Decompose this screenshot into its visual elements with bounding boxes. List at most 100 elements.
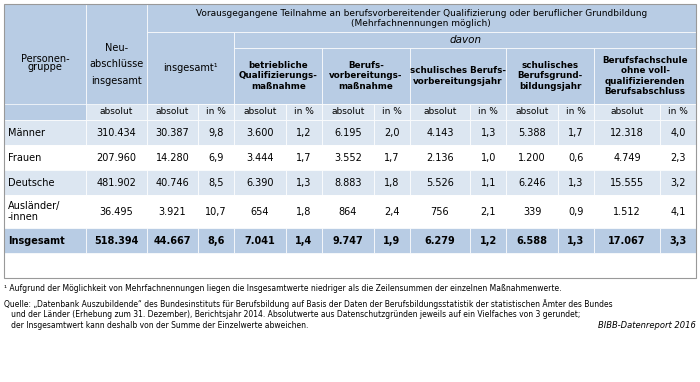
Text: 4.749: 4.749 [613,152,641,163]
Bar [506,48,594,104]
Bar [470,145,506,170]
Text: 1,1: 1,1 [480,178,496,188]
Bar [286,145,322,170]
Text: 310.434: 310.434 [97,128,136,138]
Bar [234,195,286,228]
Bar [506,120,558,145]
Text: 2,0: 2,0 [384,128,400,138]
Bar [146,104,198,120]
Text: absolut: absolut [244,107,276,117]
Bar [558,228,594,253]
Bar [286,195,322,228]
Text: schulisches Berufs-
vorbereitungsjahr: schulisches Berufs- vorbereitungsjahr [410,66,506,86]
Bar [146,145,198,170]
Bar [4,4,86,120]
Bar [410,145,470,170]
Text: 339: 339 [523,207,541,217]
Bar [146,4,696,32]
Text: 3,2: 3,2 [670,178,686,188]
Bar [506,170,558,195]
Bar [286,104,322,120]
Bar [558,195,594,228]
Bar [234,48,322,104]
Bar [660,104,696,120]
Bar [660,170,696,195]
Text: 1,3: 1,3 [567,236,584,246]
Text: 6,9: 6,9 [209,152,224,163]
Text: absolut: absolut [610,107,643,117]
Text: Frauen: Frauen [8,152,41,163]
Text: 8,5: 8,5 [209,178,224,188]
Bar [660,145,696,170]
Text: 3.600: 3.600 [246,128,274,138]
Text: Ausländer/
-innen: Ausländer/ -innen [8,201,60,222]
Bar [410,195,470,228]
Bar [660,228,696,253]
Text: ¹ Aufgrund der Möglichkeit von Mehrfachnennungen liegen die Insgesamtwerte niedr: ¹ Aufgrund der Möglichkeit von Mehrfachn… [4,284,561,293]
Text: und der Länder (Erhebung zum 31. Dezember), Berichtsjahr 2014. Absolutwerte aus : und der Länder (Erhebung zum 31. Dezembe… [4,311,580,319]
Text: 2.136: 2.136 [426,152,454,163]
Text: 1,0: 1,0 [480,152,496,163]
Text: Berufsfachschule
ohne voll-
qualifizierenden
Berufsabschluss: Berufsfachschule ohne voll- qualifiziere… [602,56,688,96]
Text: 40.746: 40.746 [155,178,189,188]
Text: 1.512: 1.512 [613,207,641,217]
Text: 2,1: 2,1 [480,207,496,217]
Text: betriebliche
Qualifizierungs-
maßnahme: betriebliche Qualifizierungs- maßnahme [239,61,318,91]
Text: 4,0: 4,0 [670,128,685,138]
Text: insgesamt¹: insgesamt¹ [163,63,218,73]
Text: 864: 864 [339,207,357,217]
Bar [4,104,86,120]
Bar [146,32,234,104]
Text: 1,9: 1,9 [383,236,400,246]
Bar [374,228,409,253]
Bar [198,170,235,195]
Text: 0,9: 0,9 [568,207,584,217]
Text: abschlüsse: abschlüsse [90,60,144,70]
Text: absolut: absolut [99,107,133,117]
Bar [410,228,470,253]
Text: 1,4: 1,4 [295,236,313,246]
Bar [558,145,594,170]
Text: 6.246: 6.246 [518,178,546,188]
Text: Neu-: Neu- [105,43,128,53]
Bar [594,228,660,253]
Text: 756: 756 [430,207,449,217]
Text: 3.552: 3.552 [334,152,362,163]
Bar [374,195,409,228]
Bar [234,104,286,120]
Text: 1,8: 1,8 [384,178,400,188]
Bar [506,104,558,120]
Text: absolut: absolut [515,107,549,117]
Text: 3.444: 3.444 [246,152,274,163]
Bar [410,48,506,104]
Text: Insgesamt: Insgesamt [8,236,64,246]
Text: 8.883: 8.883 [334,178,362,188]
Text: davon: davon [449,35,481,45]
Bar [86,170,146,195]
Bar [660,120,696,145]
Text: 5.526: 5.526 [426,178,454,188]
Bar [4,228,86,253]
Bar [558,120,594,145]
Text: Personen-: Personen- [21,54,69,64]
Bar [410,104,470,120]
Bar [86,4,146,120]
Bar [86,228,146,253]
Text: insgesamt: insgesamt [91,76,142,86]
Bar [234,228,286,253]
Text: schulisches
Berufsgrund-
bildungsjahr: schulisches Berufsgrund- bildungsjahr [517,61,583,91]
Bar [86,195,146,228]
Bar [410,170,470,195]
Text: Männer: Männer [8,128,45,138]
Bar [286,120,322,145]
Bar [470,104,506,120]
Text: absolut: absolut [155,107,189,117]
Text: der Insgesamtwert kann deshalb von der Summe der Einzelwerte abweichen.: der Insgesamtwert kann deshalb von der S… [4,321,309,330]
Bar [86,145,146,170]
Text: 207.960: 207.960 [97,152,136,163]
Text: 1,2: 1,2 [480,236,497,246]
Bar [594,120,660,145]
Bar [286,170,322,195]
Bar [4,4,696,278]
Text: 518.394: 518.394 [94,236,139,246]
